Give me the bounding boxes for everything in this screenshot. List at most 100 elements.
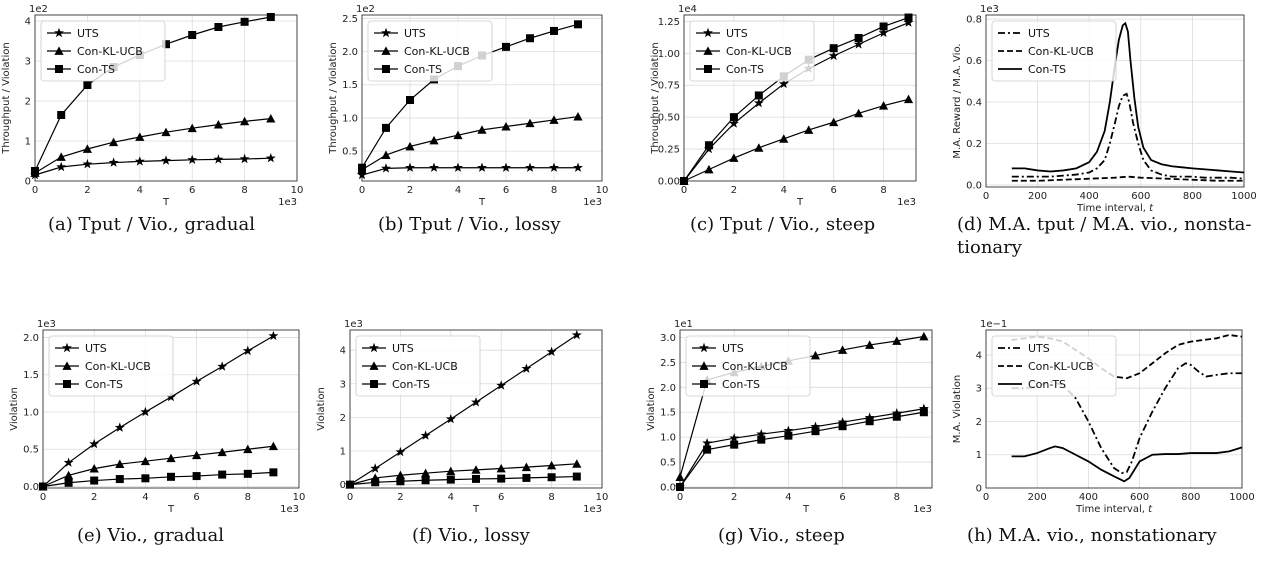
series-line: [349, 463, 577, 486]
data-point: [396, 477, 405, 486]
y-tick-label: 3: [25, 57, 31, 68]
x-tick-label: 0: [359, 185, 365, 196]
plot-frame: [42, 329, 300, 489]
x-tick-label: 1000: [1229, 492, 1254, 503]
data-point: [213, 120, 223, 129]
data-point: [784, 431, 793, 440]
y-tick-label: 0.75: [658, 81, 680, 92]
data-point: [810, 421, 821, 431]
legend-box: [685, 335, 811, 397]
x-tick-label: 10: [596, 185, 609, 196]
x-tick-label: 2: [91, 492, 97, 503]
series-line: [34, 157, 271, 176]
caption-d: (d) M.A. tput / M.A. vio., nonsta-tionar…: [957, 213, 1252, 259]
legend-box: [991, 20, 1117, 82]
caption-e: (e) Vio., gradual: [77, 524, 224, 547]
data-point: [381, 163, 391, 173]
data-point: [522, 473, 531, 482]
y-tick-label: 4: [25, 17, 31, 28]
y-tick-label: 1.5: [23, 370, 39, 381]
data-point: [549, 162, 559, 172]
data-point: [265, 153, 276, 163]
legend-label: Con-KL-UCB: [392, 360, 458, 373]
data-point: [56, 161, 67, 172]
data-point: [115, 475, 124, 484]
legend-marker: [381, 46, 391, 55]
data-point: [187, 123, 197, 133]
legend-label: Con-KL-UCB: [1028, 45, 1094, 58]
y-exponent-label: 1e−1: [980, 319, 1007, 330]
data-point: [675, 472, 685, 481]
y-tick-label: 2.0: [342, 47, 358, 58]
data-point: [405, 162, 415, 172]
x-tick-label: 4: [448, 492, 454, 503]
data-point: [446, 466, 456, 476]
data-point: [892, 336, 902, 345]
legend-box: [991, 335, 1117, 397]
data-point: [39, 482, 47, 491]
data-point: [453, 130, 463, 140]
series-line: [679, 408, 924, 488]
caption-text: (b) Tput / Vio., lossy: [378, 214, 561, 235]
x-tick-label: 6: [830, 185, 836, 196]
caption-f: (f) Vio., lossy: [412, 524, 530, 547]
legend-label: Con-KL-UCB: [77, 45, 143, 58]
legend-marker: [381, 27, 391, 38]
y-tick-label: 2.5: [342, 14, 358, 25]
data-point: [903, 17, 914, 27]
x-tick-label: 0: [983, 191, 989, 202]
y-exponent-label: 1e2: [356, 4, 375, 15]
chart-g: 0 2 4 6 8 0.0 0.5 1.0 1.5 2.0 2.5 3.0 1e1 1e3 T Violati…: [646, 319, 933, 515]
data-point: [381, 150, 391, 160]
data-point: [108, 157, 119, 167]
legend-marker: [369, 342, 379, 353]
data-point: [550, 26, 558, 35]
x-tick-label: 8: [894, 492, 900, 503]
legend-marker: [699, 361, 709, 370]
data-point: [728, 118, 739, 128]
plot-frame: [683, 14, 917, 182]
data-point: [892, 412, 901, 421]
caption-text: (h) M.A. vio., nonstationary: [967, 525, 1217, 546]
x-tick-label: 10: [291, 185, 304, 196]
y-tick-label: 0.0: [966, 180, 982, 191]
y-tick-label: 4: [340, 346, 346, 357]
data-point: [140, 406, 151, 417]
y-tick-label: 3: [976, 384, 982, 395]
data-point: [879, 22, 888, 31]
data-point: [828, 50, 839, 61]
caption-text: (f) Vio., lossy: [412, 525, 530, 546]
data-point: [346, 480, 354, 489]
data-point: [496, 380, 507, 390]
y-exponent-label: 1e4: [678, 4, 697, 15]
data-point: [525, 118, 535, 128]
x-tick-label: 1000: [1231, 191, 1256, 202]
legend-label: UTS: [722, 342, 744, 355]
x-tick-label: 4: [455, 185, 461, 196]
series-line: [361, 167, 578, 176]
data-point: [31, 167, 39, 175]
legend-marker: [54, 46, 64, 55]
data-point: [730, 440, 739, 449]
data-point: [83, 81, 92, 89]
caption-text: (g) Vio., steep: [718, 525, 845, 546]
y-tick-label: 0: [25, 177, 31, 188]
y-tick-label: 0.25: [658, 145, 680, 156]
x-tick-label: 400: [1079, 492, 1098, 503]
data-point: [217, 447, 227, 457]
y-axis-label: M.A. Violation: [952, 375, 963, 443]
y-tick-label: 1: [976, 450, 982, 461]
data-point: [676, 483, 684, 492]
data-point: [753, 97, 764, 108]
x-tick-label: 6: [193, 492, 199, 503]
legend-marker: [55, 65, 63, 73]
data-point: [405, 141, 415, 151]
x-exponent-label: 1e3: [913, 504, 932, 515]
data-point: [804, 125, 814, 134]
legend-label: Con-TS: [404, 63, 442, 76]
y-tick-label: 0.5: [342, 147, 358, 158]
legend-label: Con-TS: [77, 63, 115, 76]
data-point: [82, 159, 93, 169]
x-axis-label: T: [802, 504, 810, 515]
